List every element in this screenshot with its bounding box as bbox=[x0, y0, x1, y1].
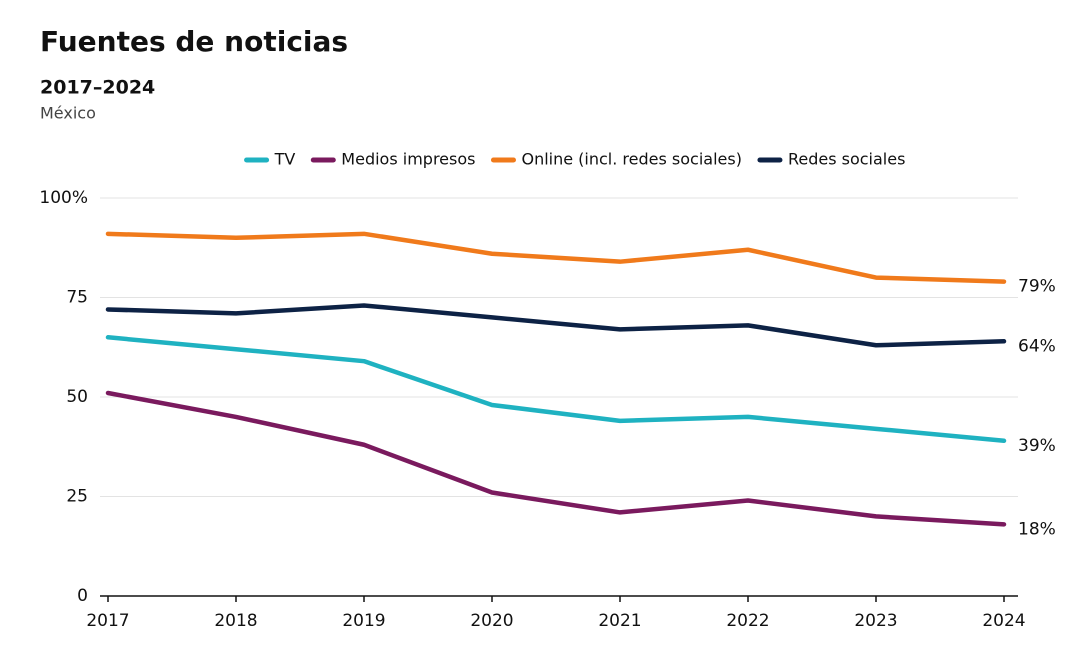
value-label: 79% bbox=[1018, 277, 1056, 297]
chart-title: Fuentes de noticias bbox=[40, 25, 348, 58]
y-tick-label: 50 bbox=[66, 387, 88, 407]
series-line bbox=[105, 335, 1007, 444]
x-tick-label: 2018 bbox=[214, 611, 257, 631]
x-tick-label: 2019 bbox=[342, 611, 385, 631]
series-line bbox=[105, 231, 1007, 284]
value-label: 64% bbox=[1018, 336, 1056, 356]
x-tick-label: 2023 bbox=[854, 611, 897, 631]
legend-label: TV bbox=[274, 150, 296, 169]
legend-label: Medios impresos bbox=[341, 150, 475, 169]
legend-label: Redes sociales bbox=[788, 150, 905, 169]
legend-label: Online (incl. redes sociales) bbox=[521, 150, 741, 169]
x-tick-label: 2020 bbox=[470, 611, 513, 631]
y-tick-label: 25 bbox=[66, 487, 88, 507]
value-label: 18% bbox=[1018, 519, 1056, 539]
x-tick-label: 2022 bbox=[726, 611, 769, 631]
chart-subtitle: 2017–2024 bbox=[40, 77, 155, 99]
y-tick-label: 0 bbox=[77, 586, 88, 606]
y-tick-label: 75 bbox=[66, 288, 88, 308]
y-tick-label: 100% bbox=[39, 188, 88, 208]
x-tick-label: 2017 bbox=[86, 611, 129, 631]
x-tick-label: 2024 bbox=[982, 611, 1025, 631]
value-label: 39% bbox=[1018, 436, 1056, 456]
series-line bbox=[105, 390, 1007, 527]
region-label: México bbox=[40, 104, 96, 123]
series-line bbox=[105, 303, 1007, 348]
x-tick-label: 2021 bbox=[598, 611, 641, 631]
